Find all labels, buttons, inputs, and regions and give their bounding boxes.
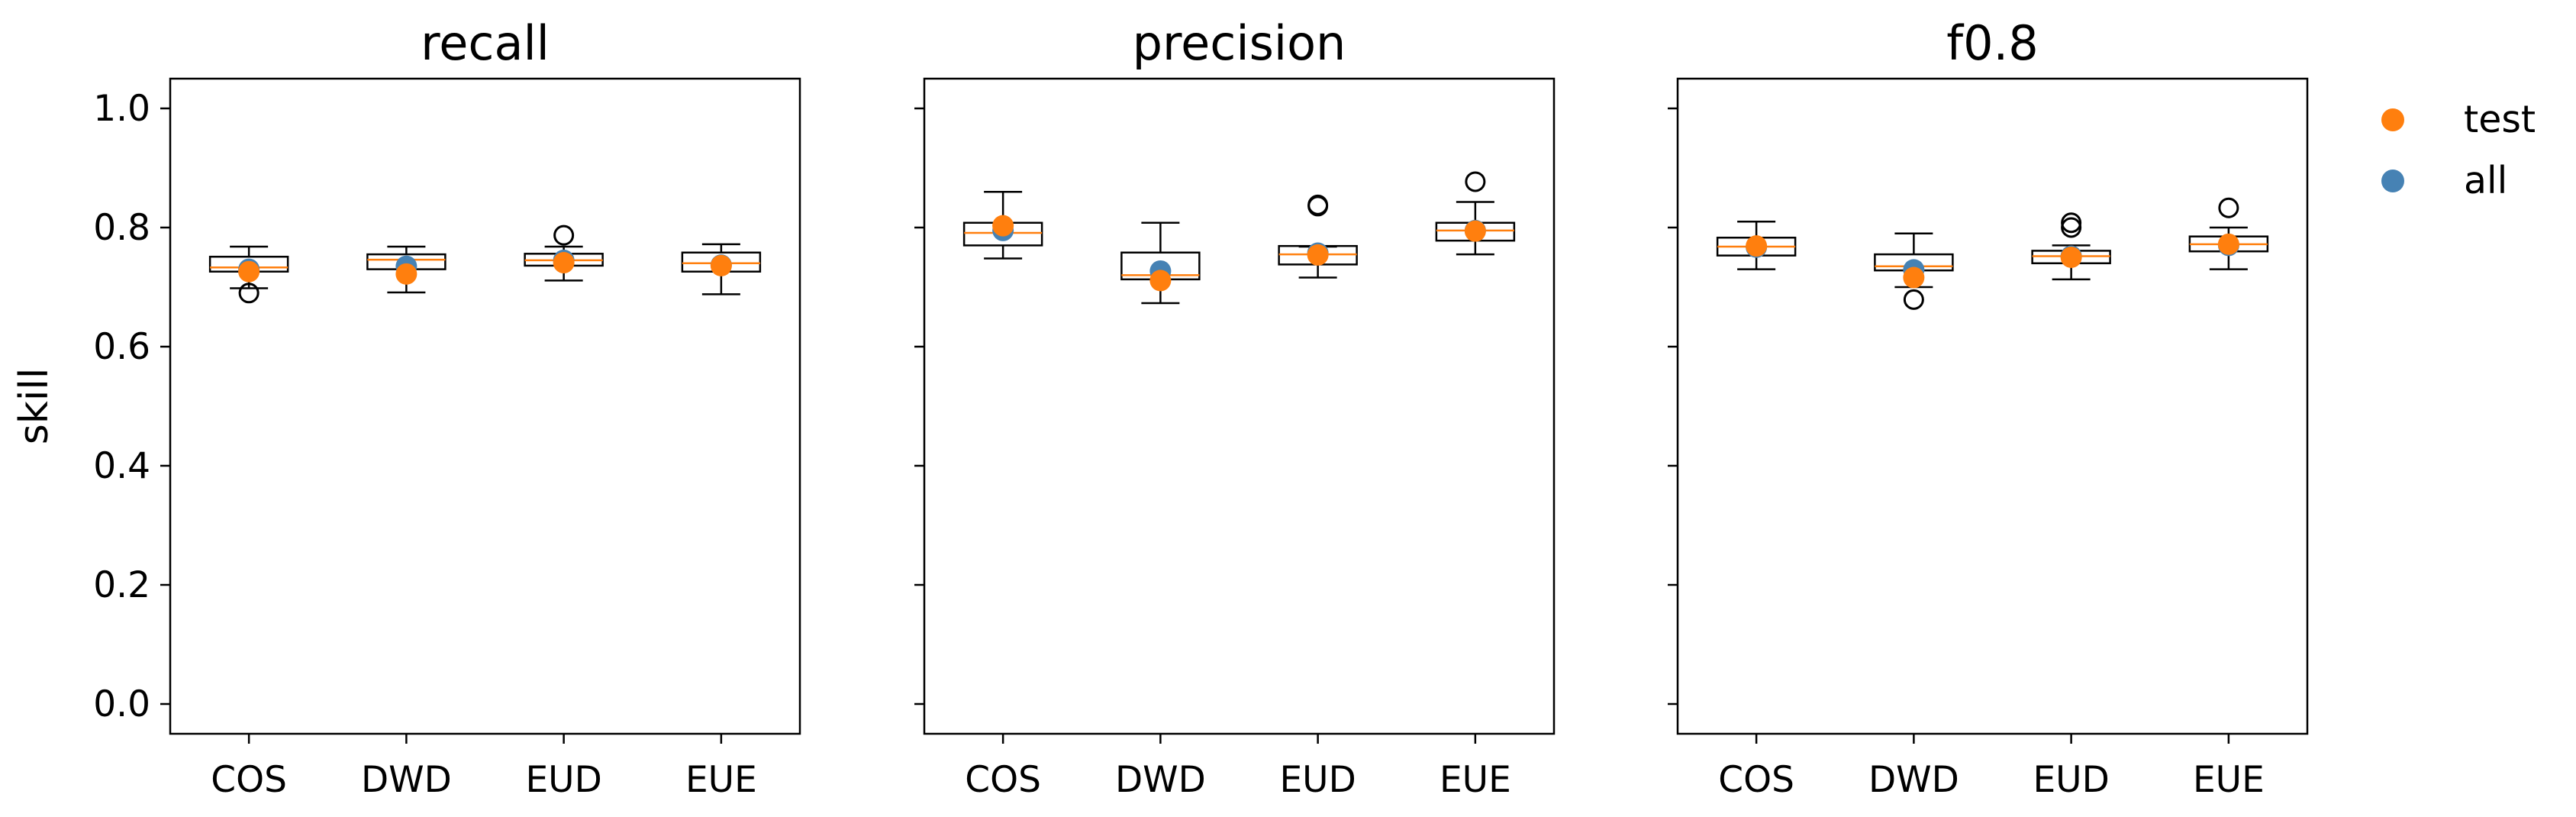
point-test xyxy=(1903,266,1925,289)
point-test xyxy=(992,215,1014,237)
x-tick-label: EUE xyxy=(685,759,757,801)
y-tick-label: 1.0 xyxy=(93,88,150,130)
point-test xyxy=(1149,270,1172,292)
box-f08-eue: EUE xyxy=(2188,197,2269,801)
panel-f08: f0.8 COS DWD EUD EUE xyxy=(1668,15,2309,801)
x-tick-label: DWD xyxy=(361,759,452,801)
plot-frame-f08 xyxy=(1676,77,2309,735)
point-test xyxy=(553,252,575,274)
y-tick-label: 0.2 xyxy=(93,564,150,606)
point-test xyxy=(1464,220,1486,242)
legend: test all xyxy=(2381,98,2536,202)
point-test xyxy=(395,263,418,285)
box-f08-dwd: DWD xyxy=(1868,232,1959,801)
y-tick-label: 0.0 xyxy=(93,683,150,725)
y-axis-label: skill xyxy=(11,368,57,445)
flier xyxy=(1465,171,1486,192)
x-tick-label: COS xyxy=(965,759,1041,801)
x-tick-label: EUD xyxy=(1279,759,1356,801)
box-recall-dwd: DWD xyxy=(361,245,452,801)
legend-label-test: test xyxy=(2464,98,2536,141)
x-tick-label: EUD xyxy=(2033,759,2109,801)
legend-marker-test xyxy=(2381,108,2404,131)
x-tick-label: COS xyxy=(1718,759,1794,801)
box-precision-dwd: DWD xyxy=(1115,221,1206,801)
panel-title-f08: f0.8 xyxy=(1946,15,2038,71)
box-f08-eud: EUD xyxy=(2031,212,2111,801)
legend-label-all: all xyxy=(2464,159,2507,202)
box-precision-cos: COS xyxy=(962,190,1043,801)
box-recall-eud: EUD xyxy=(524,224,604,801)
y-tick-label: 0.6 xyxy=(93,326,150,368)
flier xyxy=(2218,197,2239,218)
y-tick-labels: 0.0 0.2 0.4 0.6 0.8 1.0 xyxy=(93,88,150,725)
point-test xyxy=(1746,235,1768,257)
flier xyxy=(238,283,260,304)
x-tick-label: EUE xyxy=(1440,759,1511,801)
x-tick-label: EUE xyxy=(2193,759,2265,801)
flier xyxy=(1307,194,1329,215)
y-tick-label: 0.8 xyxy=(93,207,150,249)
point-test xyxy=(2217,233,2239,255)
panel-title-recall: recall xyxy=(421,15,550,71)
box-f08-cos: COS xyxy=(1716,220,1797,801)
x-tick-label: DWD xyxy=(1115,759,1206,801)
x-tick-label: COS xyxy=(211,759,287,801)
legend-marker-all xyxy=(2381,170,2404,192)
box-recall-cos: COS xyxy=(208,245,289,801)
point-test xyxy=(710,254,732,276)
flier xyxy=(553,224,575,246)
panel-precision: precision COS DWD EUD EUE xyxy=(914,15,1556,801)
flier xyxy=(2061,212,2082,234)
flier xyxy=(1903,289,1924,310)
panel-title-precision: precision xyxy=(1133,15,1346,71)
flier xyxy=(2061,217,2082,238)
plot-frame-recall xyxy=(169,77,801,735)
box-recall-eue: EUE xyxy=(681,243,762,801)
point-test xyxy=(2060,247,2082,268)
box-precision-eue: EUE xyxy=(1435,171,1516,801)
box-precision-eud: EUD xyxy=(1278,194,1358,801)
point-test xyxy=(238,260,260,283)
point-test xyxy=(1307,244,1329,266)
plot-frame-precision xyxy=(923,77,1556,735)
panel-recall: recall 0.0 0.2 0.4 0.6 0.8 1.0 skill COS DWD EU… xyxy=(11,15,801,801)
y-tick-label: 0.4 xyxy=(93,445,150,487)
x-tick-label: EUD xyxy=(525,759,601,801)
x-tick-label: DWD xyxy=(1868,759,1959,801)
